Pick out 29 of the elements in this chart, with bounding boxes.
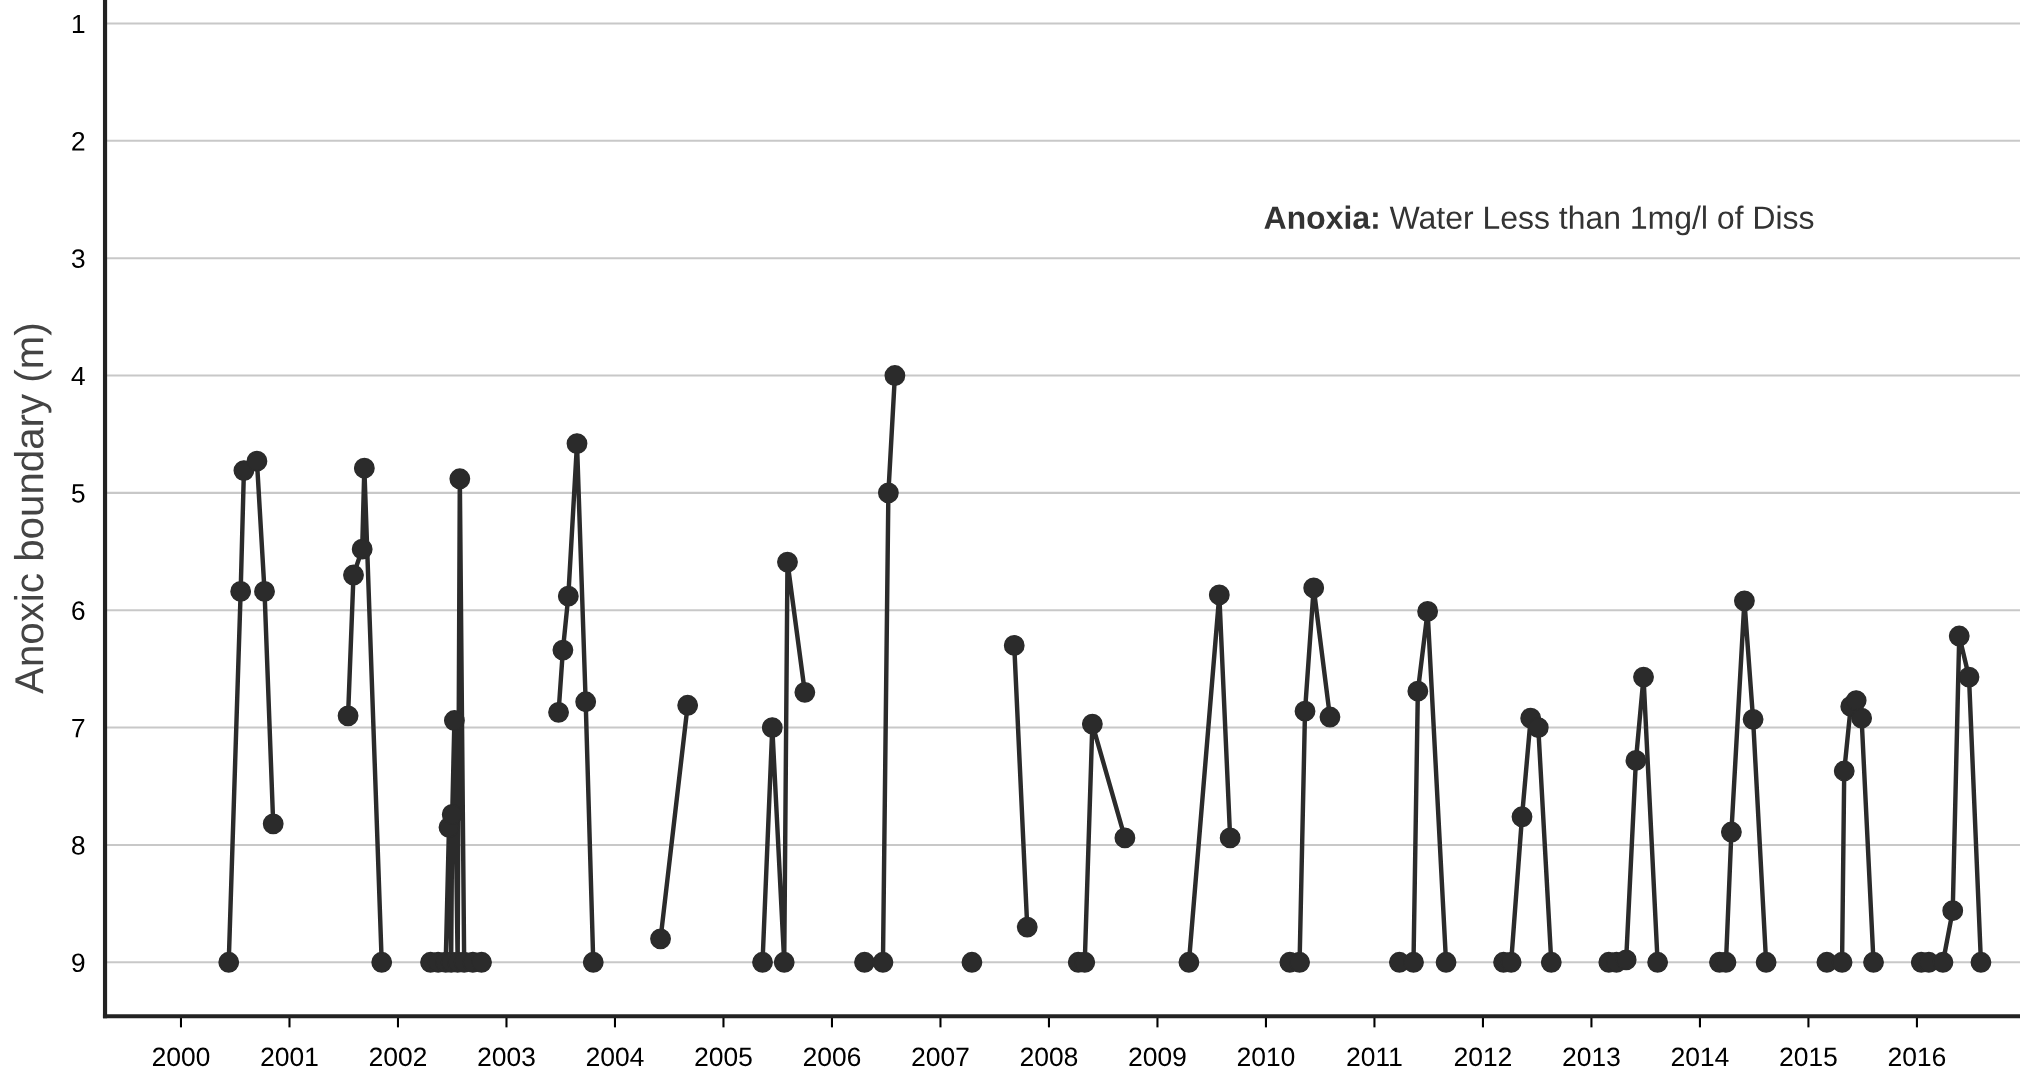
- x-tick-label: 2000: [152, 1047, 210, 1067]
- x-tick-label: 2004: [586, 1047, 644, 1067]
- y-tick-label: 6: [72, 601, 85, 621]
- x-tick-label: 2007: [912, 1047, 969, 1067]
- y-tick-label: 1: [72, 14, 85, 34]
- y-tick-label: 9: [72, 953, 85, 973]
- x-tick-label: 2014: [1671, 1047, 1729, 1067]
- annotation: Anoxia:: [1264, 205, 1378, 229]
- x-tick-label: 2002: [369, 1047, 427, 1067]
- x-tick-label: 2001: [261, 1047, 318, 1067]
- y-tick-label: 4: [71, 366, 85, 386]
- x-tick-label: 2016: [1888, 1047, 1946, 1067]
- y-tick-label: 7: [72, 718, 85, 738]
- y-axis-title: Anoxic boundary (m): [13, 324, 52, 694]
- x-tick-label: 2003: [478, 1047, 535, 1067]
- y-tick-label: 2: [72, 131, 85, 151]
- x-tick-label: 2006: [803, 1047, 861, 1067]
- x-tick-label: 2009: [1129, 1047, 1186, 1067]
- x-tick-label: 2010: [1237, 1047, 1295, 1067]
- x-tick-label: 2011: [1347, 1047, 1402, 1067]
- annotation: Water Less than 1mg/l of Diss: [1389, 205, 1814, 236]
- x-tick-label: 2012: [1454, 1047, 1511, 1067]
- y-tick-label: 3: [71, 249, 85, 268]
- x-tick-label: 2005: [695, 1047, 752, 1067]
- y-tick-label: 8: [72, 836, 85, 855]
- x-tick-label: 2008: [1020, 1047, 1078, 1067]
- x-tick-label: 2013: [1563, 1047, 1620, 1067]
- x-tick-label: 2015: [1780, 1047, 1837, 1067]
- y-tick-label: 5: [71, 484, 85, 503]
